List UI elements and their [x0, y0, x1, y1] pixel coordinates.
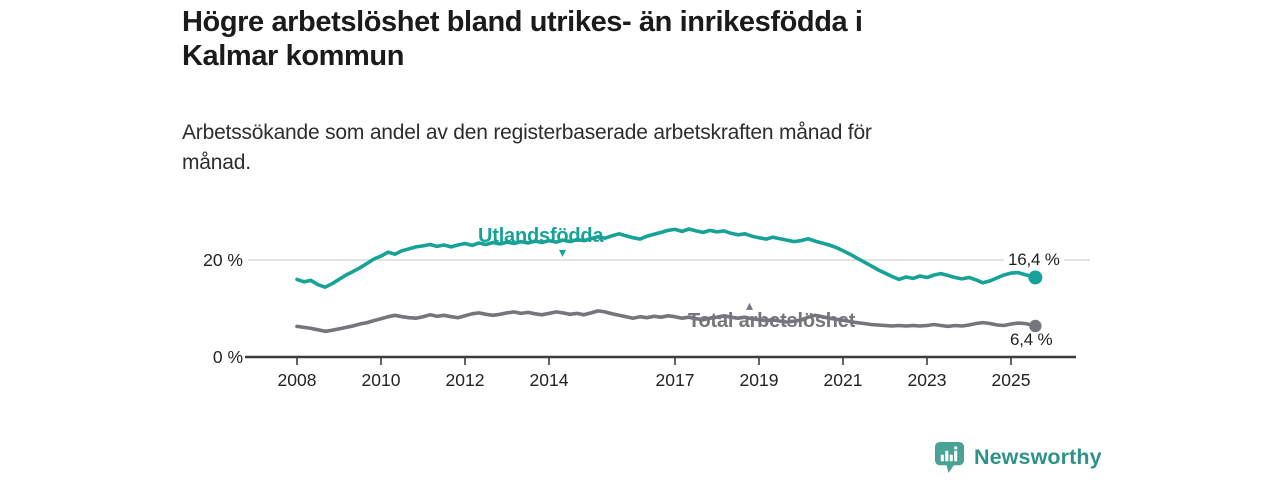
x-axis-tick-label: 2023 [908, 370, 947, 390]
x-axis-tick-label: 2021 [824, 370, 863, 390]
series-end-dot-total-arbetsloshet [1029, 319, 1042, 333]
end-value-total-arbetsloshet: 6,4 % [1010, 330, 1053, 349]
x-axis-tick-label: 2010 [362, 370, 401, 390]
x-axis-tick-label: 2017 [656, 370, 695, 390]
page-title-line1: Högre arbetslöshet bland utrikes- än inr… [182, 6, 863, 38]
x-axis-tick-label: 2012 [446, 370, 485, 390]
newsworthy-logo-text: Newsworthy [974, 445, 1102, 469]
x-axis-tick-label: 2014 [530, 370, 569, 390]
chart-subtitle-line1: Arbetssökande som andel av den registerb… [182, 121, 872, 144]
series-label-total-arbetsloshet: Total arbetslöshet [688, 310, 856, 332]
x-axis-tick-label: 2025 [992, 370, 1031, 390]
chart-subtitle: Arbetssökande som andel av den registerb… [182, 118, 1062, 178]
series-label-utlandsfodda: Utlandsfödda [478, 225, 604, 247]
page-title: Högre arbetslöshet bland utrikes- än inr… [182, 5, 1082, 73]
series-line-total-arbetsloshet [295, 309, 1038, 334]
label-pointer-up-icon: ▴ [746, 297, 754, 313]
y-axis-tick-label: 20 % [203, 250, 243, 270]
x-axis-tick-label: 2019 [740, 370, 779, 390]
chart-subtitle-line2: månad. [182, 151, 251, 174]
newsworthy-logo: Newsworthy [934, 441, 1102, 474]
y-axis-tick-label: 0 % [213, 347, 243, 367]
logo-bubble-shape [934, 442, 965, 473]
x-axis-tick-label: 2008 [278, 370, 317, 390]
series-end-dot-utlandsfodda [1028, 270, 1043, 285]
newsworthy-logo-icon [934, 442, 965, 473]
end-value-utlandsfodda: 16,4 % [1004, 250, 1064, 270]
label-pointer-down-icon: ▾ [559, 244, 567, 260]
page-title-line2: Kalmar kommun [182, 40, 405, 72]
logo-bar-chart-glyph [940, 446, 958, 462]
series-line-utlandsfodda [295, 227, 1038, 290]
